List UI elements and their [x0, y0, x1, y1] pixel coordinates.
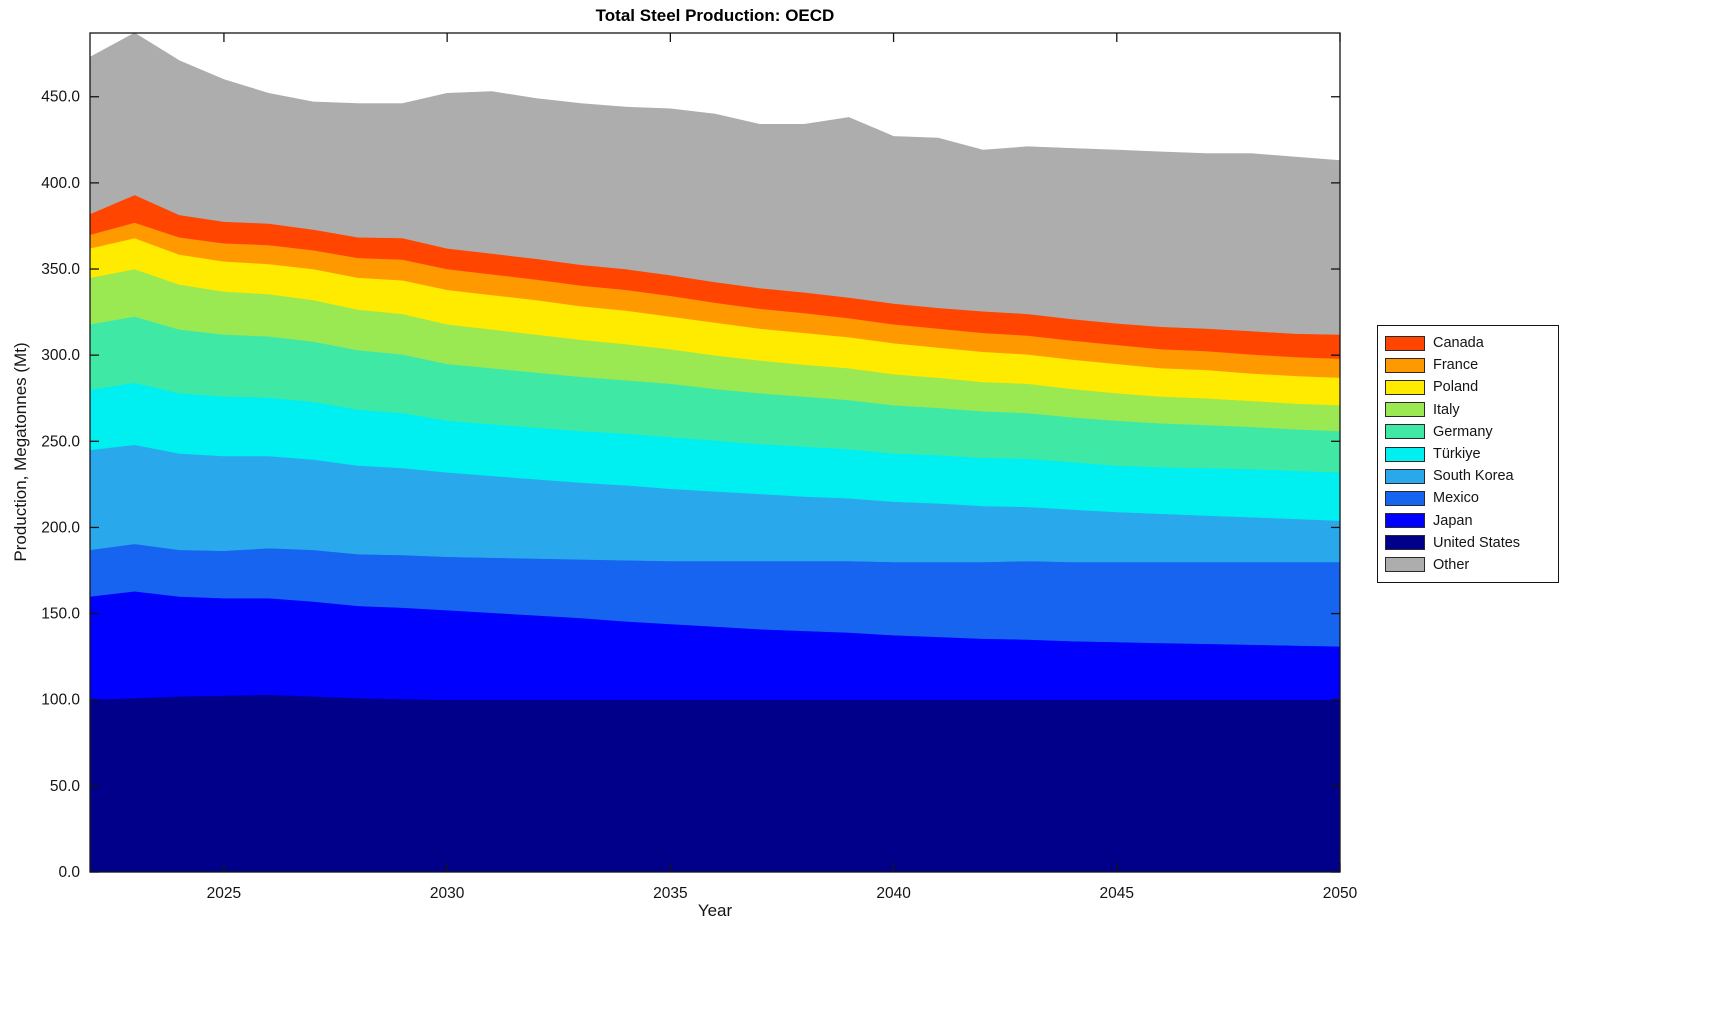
- legend-item-united-states: United States: [1385, 532, 1558, 554]
- y-tick-label: 300.0: [41, 347, 80, 364]
- legend-label-canada: Canada: [1433, 335, 1484, 352]
- y-tick-label: 100.0: [41, 692, 80, 709]
- legend-label-japan: Japan: [1433, 512, 1473, 529]
- legend-label-united-states: United States: [1433, 534, 1521, 551]
- x-tick-label: 2045: [1100, 885, 1134, 902]
- legend: Canada France Poland Italy Germany Türkiye Sou…: [1377, 325, 1559, 584]
- legend-swatch-turkiye: [1385, 446, 1425, 462]
- y-tick-label: 150.0: [41, 606, 80, 623]
- area-united-states: [89, 694, 1341, 873]
- legend-item-japan: Japan: [1385, 510, 1558, 532]
- legend-label-south-korea: South Korea: [1433, 468, 1514, 485]
- legend-swatch-united-states: [1385, 535, 1425, 551]
- legend-swatch-germany: [1385, 424, 1425, 440]
- x-tick-label: 2030: [430, 885, 465, 902]
- legend-item-germany: Germany: [1385, 421, 1558, 443]
- legend-swatch-france: [1385, 357, 1425, 373]
- legend-item-canada: Canada: [1385, 332, 1558, 354]
- legend-label-france: France: [1433, 357, 1479, 374]
- x-tick-label: 2035: [653, 885, 687, 902]
- legend-label-turkiye: Türkiye: [1433, 446, 1481, 463]
- y-tick-label: 200.0: [41, 519, 80, 536]
- legend-item-south-korea: South Korea: [1385, 465, 1558, 487]
- y-tick-label: 400.0: [41, 175, 80, 192]
- legend-label-poland: Poland: [1433, 379, 1479, 396]
- legend-swatch-poland: [1385, 379, 1425, 395]
- legend-swatch-japan: [1385, 513, 1425, 529]
- legend-swatch-mexico: [1385, 490, 1425, 506]
- x-tick-label: 2050: [1323, 885, 1358, 902]
- y-axis-label: Production, Megatonnes (Mt): [11, 342, 30, 562]
- legend-label-other: Other: [1433, 556, 1470, 573]
- legend-label-germany: Germany: [1433, 423, 1493, 440]
- chart-title: Total Steel Production: OECD: [595, 6, 835, 25]
- x-tick-label: 2040: [876, 885, 911, 902]
- legend-swatch-other: [1385, 557, 1425, 573]
- legend-swatch-south-korea: [1385, 468, 1425, 484]
- y-tick-label: 450.0: [41, 89, 80, 106]
- y-tick-label: 50.0: [50, 778, 81, 795]
- legend-label-mexico: Mexico: [1433, 490, 1479, 507]
- y-tick-label: 250.0: [41, 433, 80, 450]
- legend-swatch-canada: [1385, 335, 1425, 351]
- x-tick-label: 2025: [207, 885, 241, 902]
- y-tick-label: 350.0: [41, 261, 80, 278]
- x-axis-label: Year: [697, 901, 733, 920]
- legend-swatch-italy: [1385, 402, 1425, 418]
- y-tick-label: 0.0: [58, 864, 80, 881]
- legend-item-poland: Poland: [1385, 376, 1558, 398]
- legend-item-other: Other: [1385, 554, 1558, 576]
- legend-item-mexico: Mexico: [1385, 487, 1558, 509]
- legend-item-italy: Italy: [1385, 399, 1558, 421]
- plot-box: [89, 32, 1341, 873]
- legend-label-italy: Italy: [1433, 401, 1460, 418]
- legend-item-turkiye: Türkiye: [1385, 443, 1558, 465]
- legend-item-france: France: [1385, 354, 1558, 376]
